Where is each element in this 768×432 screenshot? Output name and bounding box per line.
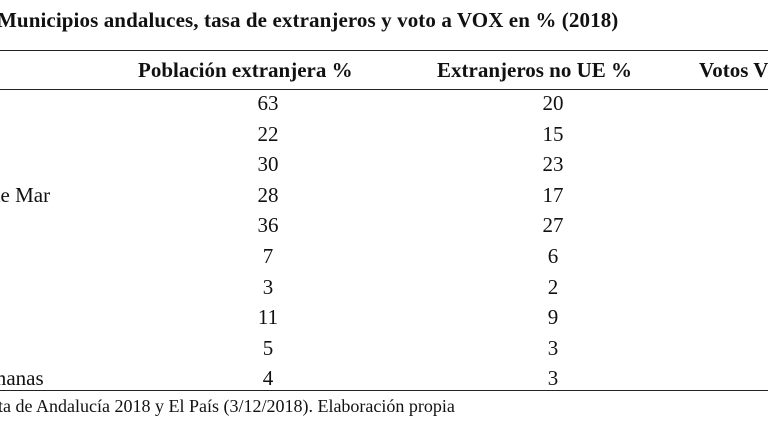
table-row: 11 9	[257, 305, 559, 330]
table-row: s6320	[257, 91, 564, 115]
table-top-rule	[0, 50, 768, 51]
table-title: Municipios andaluces, tasa de extranjero…	[0, 8, 619, 32]
cell-municipio: manas	[0, 366, 44, 391]
table-row: manas43	[0, 365, 768, 396]
cell-municipio: de Mar	[0, 182, 51, 207]
table-source-note: ta de Andalucía 2018 y El País (3/12/201…	[0, 396, 455, 416]
header-rule	[0, 89, 768, 90]
table-row: a2215	[257, 121, 564, 146]
table-bottom-rule	[0, 390, 768, 391]
table-row: 36 27	[257, 213, 564, 238]
header-votos-vox: Votos V	[699, 58, 768, 82]
table-row: 30 23	[257, 152, 564, 177]
header-poblacion-extranjera: Población extranjera %	[138, 58, 353, 82]
header-extranjeros-no-ue: Extranjeros no UE %	[437, 58, 633, 82]
